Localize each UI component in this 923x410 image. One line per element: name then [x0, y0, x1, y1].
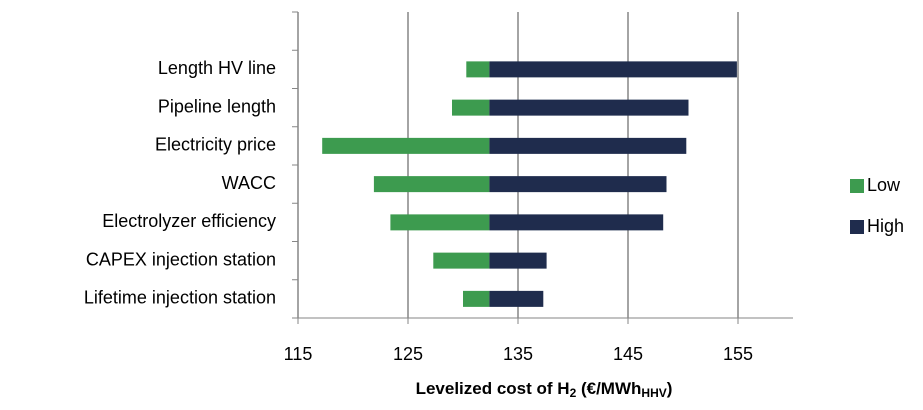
bar	[463, 290, 490, 307]
bar	[489, 214, 664, 231]
x-tick-label: 135	[503, 344, 533, 364]
bar	[489, 61, 737, 78]
bar	[466, 61, 490, 78]
x-title-sub: HHV	[641, 386, 666, 400]
bar	[322, 137, 490, 154]
x-title-sub: 2	[570, 386, 577, 400]
x-axis-title: Levelized cost of H2 (€/MWhHHV)	[416, 379, 673, 400]
x-tick-label: 115	[284, 344, 313, 364]
x-tick-label: 155	[723, 344, 753, 364]
bar	[489, 252, 547, 269]
bar	[489, 137, 687, 154]
y-tick-label: Electrolyzer efficiency	[102, 211, 276, 231]
x-tick-label: 145	[613, 344, 643, 364]
legend-label: Low	[867, 175, 901, 195]
y-tick-label: WACC	[222, 173, 276, 193]
x-title-part: Levelized cost of H	[416, 379, 570, 398]
bar	[433, 252, 490, 269]
bar	[390, 214, 490, 231]
y-tick-label: Electricity price	[155, 135, 276, 155]
y-tick-label: Pipeline length	[158, 96, 276, 116]
y-tick-label: CAPEX injection station	[86, 249, 276, 269]
bar	[373, 176, 490, 193]
y-tick-label: Lifetime injection station	[84, 288, 276, 308]
y-tick-label: Length HV line	[158, 58, 276, 78]
bar	[452, 99, 490, 116]
x-title-part: (€/MWh	[576, 379, 641, 398]
bar	[489, 290, 544, 307]
legend-swatch	[850, 220, 864, 234]
bar	[489, 99, 689, 116]
x-tick-label: 125	[393, 344, 423, 364]
x-title-part: )	[667, 379, 673, 398]
legend-swatch	[850, 179, 864, 193]
legend-label: High	[867, 216, 904, 236]
bar	[489, 176, 667, 193]
